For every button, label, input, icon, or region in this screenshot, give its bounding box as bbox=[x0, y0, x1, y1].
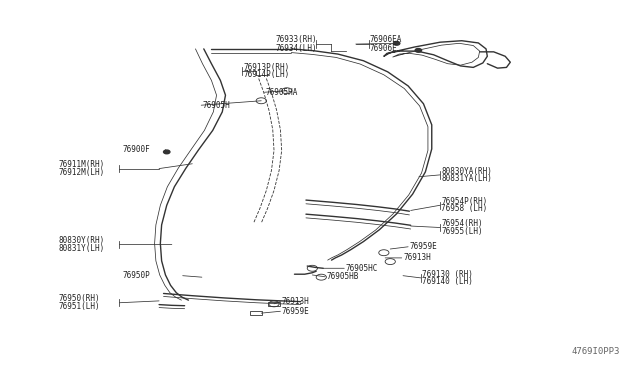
Text: 76900F: 76900F bbox=[122, 145, 150, 154]
Text: 80830Y(RH): 80830Y(RH) bbox=[58, 236, 104, 246]
Text: 76905HA: 76905HA bbox=[266, 88, 298, 97]
Bar bbox=[268, 302, 280, 306]
Text: 76905HC: 76905HC bbox=[346, 264, 378, 273]
Text: 76914P(LH): 76914P(LH) bbox=[243, 70, 290, 79]
Circle shape bbox=[394, 41, 400, 45]
Text: 76906E: 76906E bbox=[370, 44, 397, 52]
Text: 76959E: 76959E bbox=[410, 242, 437, 251]
Text: 76954(RH): 76954(RH) bbox=[442, 219, 483, 228]
Text: 76951(LH): 76951(LH) bbox=[58, 302, 100, 311]
Text: 76913H: 76913H bbox=[282, 297, 309, 306]
Text: 76905HB: 76905HB bbox=[326, 272, 359, 281]
Text: 76959E: 76959E bbox=[282, 307, 309, 316]
Text: 76955(LH): 76955(LH) bbox=[442, 227, 483, 236]
Circle shape bbox=[164, 150, 170, 154]
Text: 80830YA(RH): 80830YA(RH) bbox=[442, 167, 492, 176]
Text: 76913P(RH): 76913P(RH) bbox=[243, 63, 290, 72]
Bar bbox=[250, 311, 262, 315]
Text: 76913H: 76913H bbox=[403, 253, 431, 262]
Text: 769140 (LH): 769140 (LH) bbox=[422, 277, 473, 286]
Text: 76950(RH): 76950(RH) bbox=[58, 294, 100, 303]
Text: 76954P(RH): 76954P(RH) bbox=[442, 197, 488, 206]
Text: 80831Y(LH): 80831Y(LH) bbox=[58, 244, 104, 253]
Text: 76906EA: 76906EA bbox=[370, 35, 402, 44]
Text: 80831YA(LH): 80831YA(LH) bbox=[442, 174, 492, 183]
Text: 76950P: 76950P bbox=[122, 271, 150, 280]
Text: 76958 (LH): 76958 (LH) bbox=[442, 205, 488, 214]
Text: 76934(LH): 76934(LH) bbox=[275, 44, 317, 52]
Text: 769130 (RH): 769130 (RH) bbox=[422, 270, 473, 279]
Text: 76933(RH): 76933(RH) bbox=[275, 35, 317, 44]
Circle shape bbox=[415, 48, 422, 52]
Text: 76911M(RH): 76911M(RH) bbox=[58, 160, 104, 169]
Text: 4769I0PP3: 4769I0PP3 bbox=[572, 347, 620, 356]
Text: 76912M(LH): 76912M(LH) bbox=[58, 168, 104, 177]
Text: 76905H: 76905H bbox=[202, 101, 230, 110]
